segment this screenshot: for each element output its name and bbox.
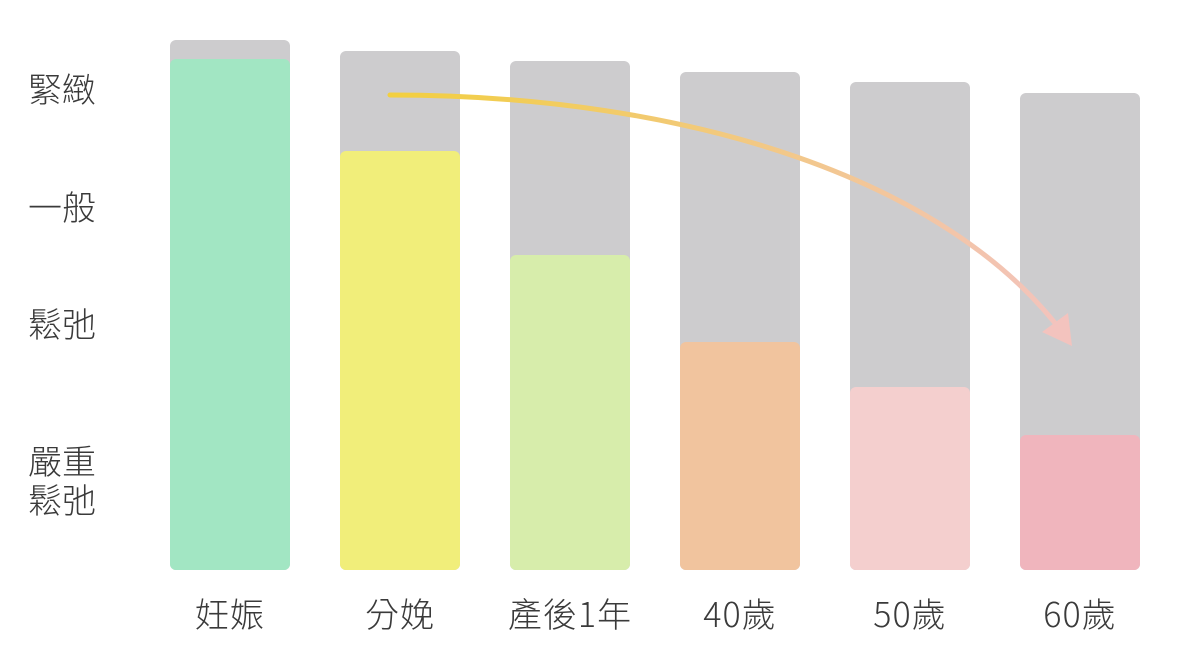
bar-fill (340, 151, 460, 570)
bar-fill (510, 255, 630, 570)
x-label-4: 50歲 (873, 588, 946, 637)
y-label-3: 嚴重 鬆弛 (0, 440, 150, 518)
bar-fill (680, 342, 800, 570)
bar-column-2 (510, 40, 630, 570)
bar-column-4 (850, 40, 970, 570)
x-label-5: 60歲 (1043, 588, 1116, 637)
x-label-2: 產後1年 (508, 588, 632, 637)
bar-fill (1020, 435, 1140, 570)
bar-fill (170, 59, 290, 570)
tightness-decline-chart: 緊緻一般鬆弛嚴重 鬆弛 妊娠 分娩 產後1年 40歲 50歲 60歲 (0, 0, 1201, 655)
plot-area (170, 40, 1175, 570)
bar-column-1 (340, 40, 460, 570)
x-label-0: 妊娠 (195, 588, 265, 637)
x-label-3: 40歲 (703, 588, 776, 637)
bar-column-0 (170, 40, 290, 570)
x-label-1: 分娩 (365, 588, 435, 637)
y-label-2: 鬆弛 (0, 303, 150, 342)
y-axis: 緊緻一般鬆弛嚴重 鬆弛 (0, 0, 150, 655)
bar-fill (850, 387, 970, 570)
y-label-1: 一般 (0, 186, 150, 225)
y-label-0: 緊緻 (0, 68, 150, 107)
bar-column-3 (680, 40, 800, 570)
bar-column-5 (1020, 40, 1140, 570)
